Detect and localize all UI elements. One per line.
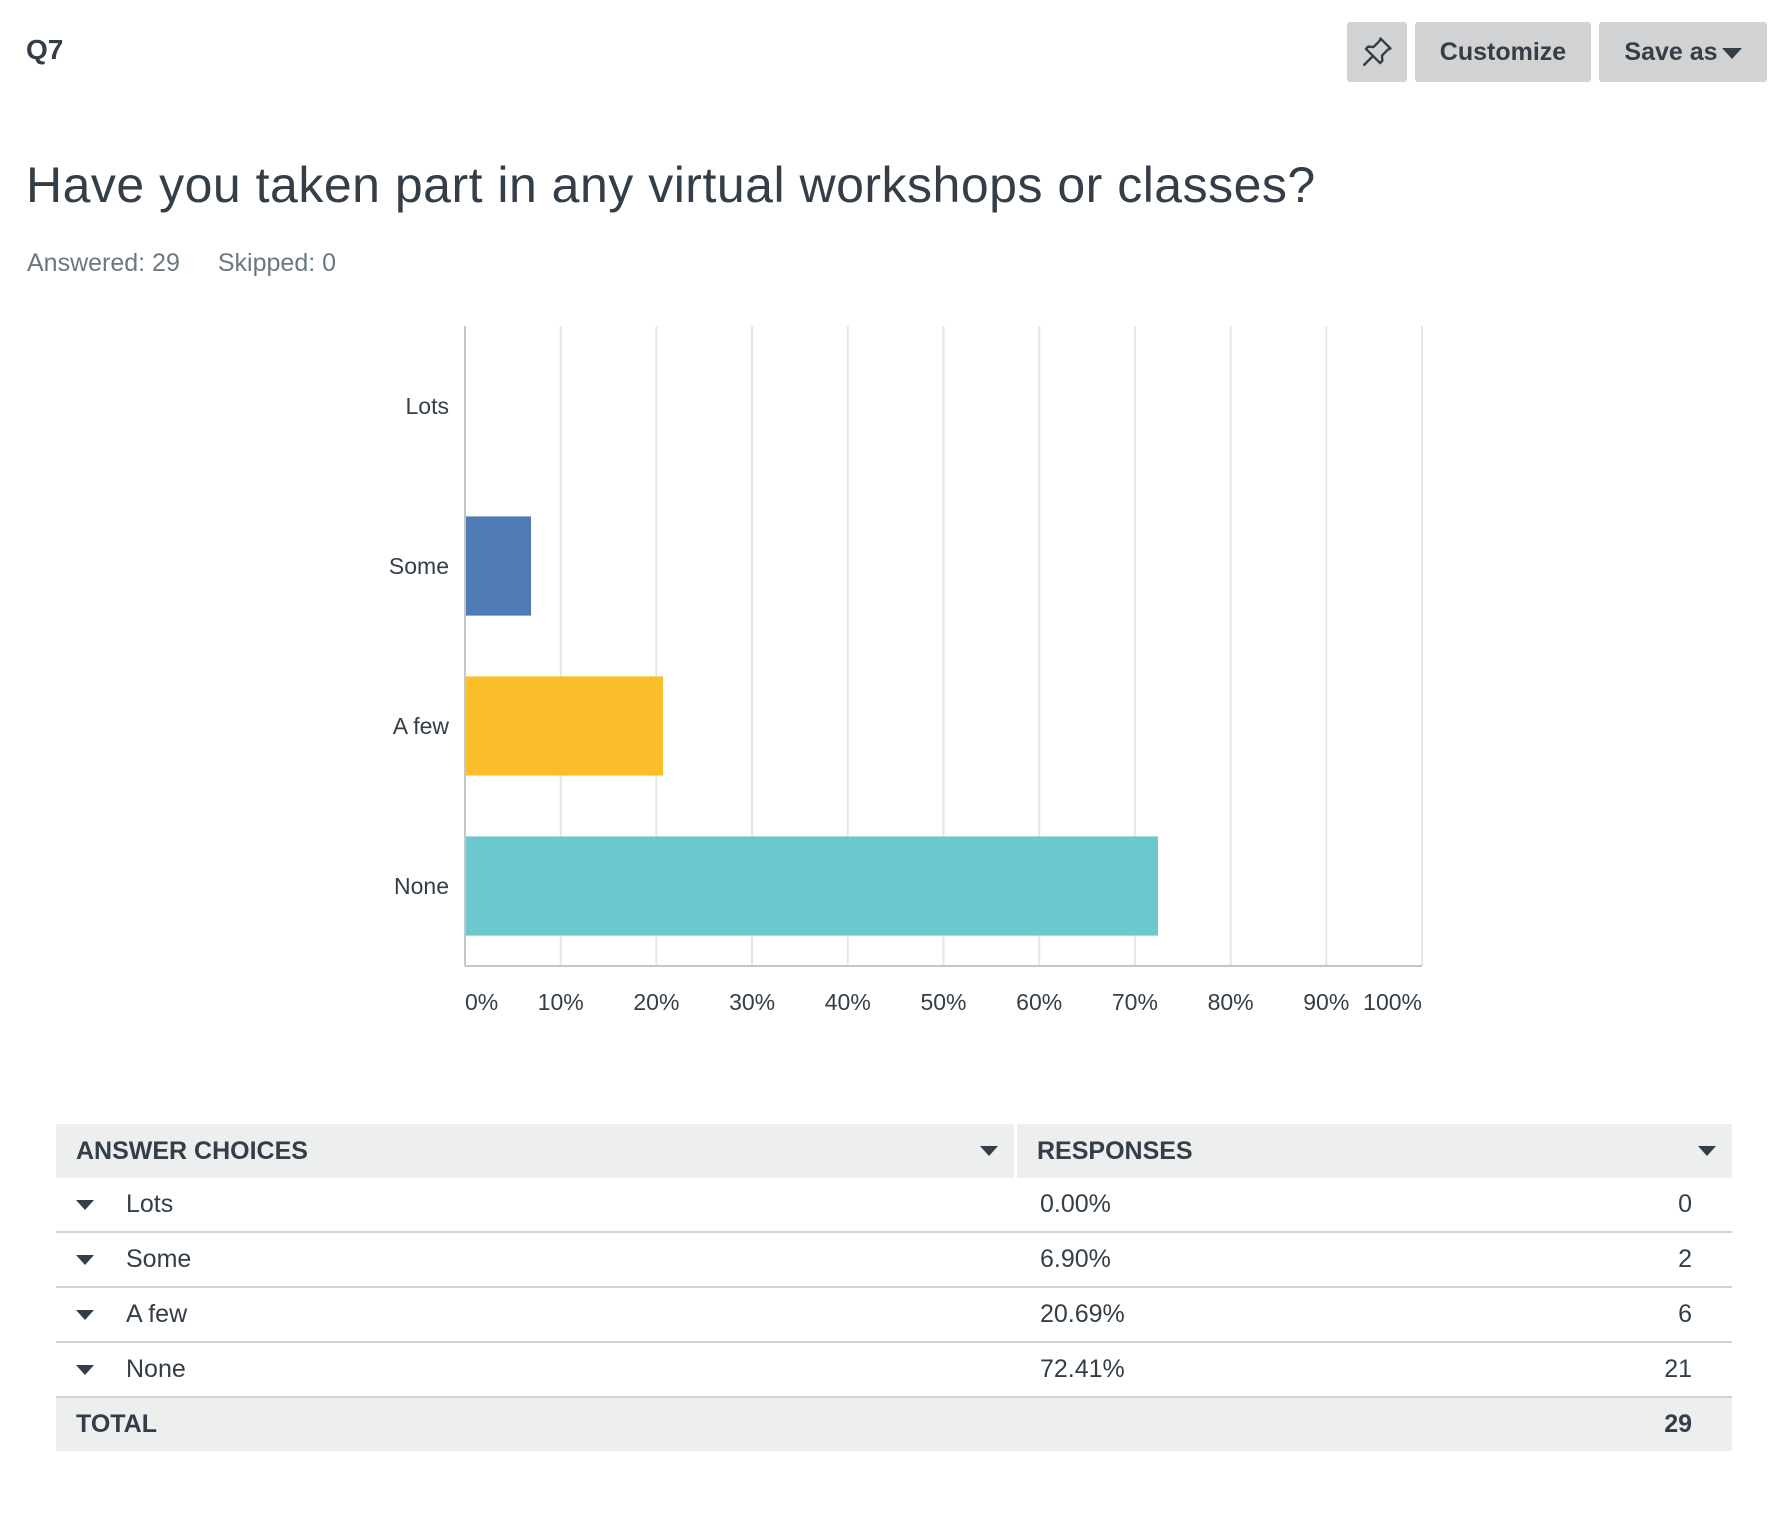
x-tick-label: 10% [538, 989, 584, 1015]
category-label: Lots [406, 393, 449, 419]
response-percent: 6.90% [1040, 1245, 1111, 1273]
table-row: Lots 0.00% 0 [56, 1178, 1732, 1233]
response-stats: Answered: 29 Skipped: 0 [27, 249, 336, 278]
category-label: A few [393, 713, 450, 739]
response-count: 6 [1678, 1300, 1692, 1328]
results-table: ANSWER CHOICES RESPONSES Lots 0.00% 0 So… [56, 1124, 1732, 1451]
responses-header-label: RESPONSES [1037, 1136, 1193, 1165]
bar-none [466, 836, 1158, 936]
x-tick-label: 50% [920, 989, 966, 1015]
bar-some [466, 516, 532, 616]
answered-count: Answered: 29 [27, 249, 180, 277]
response-count: 21 [1664, 1355, 1692, 1383]
answer-choice: Lots [126, 1190, 174, 1218]
expand-chevron-icon[interactable] [76, 1309, 94, 1320]
pin-icon [1363, 37, 1392, 66]
response-count: 2 [1678, 1245, 1692, 1273]
x-tick-label: 20% [633, 989, 679, 1015]
x-tick-label: 60% [1016, 989, 1062, 1015]
sort-chevron-icon[interactable] [1698, 1146, 1716, 1156]
bar-a-few [466, 676, 664, 776]
expand-chevron-icon[interactable] [76, 1199, 94, 1210]
chevron-down-icon [1721, 47, 1742, 59]
x-tick-label: 90% [1303, 989, 1349, 1015]
answer-choices-header-label: ANSWER CHOICES [76, 1136, 308, 1165]
total-label: TOTAL [76, 1410, 158, 1438]
x-tick-label: 70% [1112, 989, 1158, 1015]
table-header: ANSWER CHOICES RESPONSES [56, 1124, 1732, 1178]
expand-chevron-icon[interactable] [76, 1254, 94, 1265]
category-label: Some [389, 553, 449, 579]
response-percent: 20.69% [1040, 1300, 1125, 1328]
table-row: Some 6.90% 2 [56, 1233, 1732, 1288]
save-as-label: Save as [1624, 37, 1718, 66]
bar-chart: 0% 10% 20% 30% 40% 50% 60% 70% 80% 90% 100% Lots Som… [389, 326, 1423, 1015]
table-row: A few 20.69% 6 [56, 1288, 1732, 1343]
question-number: Q7 [26, 34, 64, 65]
customize-button[interactable]: Customize [1415, 22, 1591, 82]
response-count: 0 [1678, 1190, 1692, 1218]
toolbar: Customize Save as [1347, 22, 1767, 82]
answer-choice: None [126, 1355, 186, 1383]
answer-choice: A few [126, 1300, 188, 1328]
answer-choices-header[interactable]: ANSWER CHOICES [56, 1124, 1017, 1178]
responses-header[interactable]: RESPONSES [1017, 1124, 1732, 1178]
answer-choice: Some [126, 1245, 192, 1273]
table-total-row: TOTAL 29 [56, 1398, 1732, 1451]
total-value: 29 [1664, 1410, 1692, 1438]
x-tick-label: 40% [825, 989, 871, 1015]
skipped-count: Skipped: 0 [217, 249, 337, 277]
question-title: Have you taken part in any virtual works… [26, 157, 1316, 213]
category-label: None [394, 873, 449, 899]
x-tick-label: 30% [729, 989, 775, 1015]
response-percent: 72.41% [1040, 1355, 1125, 1383]
x-tick-label: 100% [1363, 989, 1422, 1015]
response-percent: 0.00% [1040, 1190, 1111, 1218]
x-tick-label: 80% [1208, 989, 1254, 1015]
x-tick-label: 0% [465, 989, 498, 1015]
expand-chevron-icon[interactable] [76, 1364, 94, 1375]
sort-chevron-icon[interactable] [980, 1146, 998, 1156]
pin-button[interactable] [1347, 22, 1407, 82]
table-row: None 72.41% 21 [56, 1343, 1732, 1398]
save-as-button[interactable]: Save as [1599, 22, 1767, 82]
